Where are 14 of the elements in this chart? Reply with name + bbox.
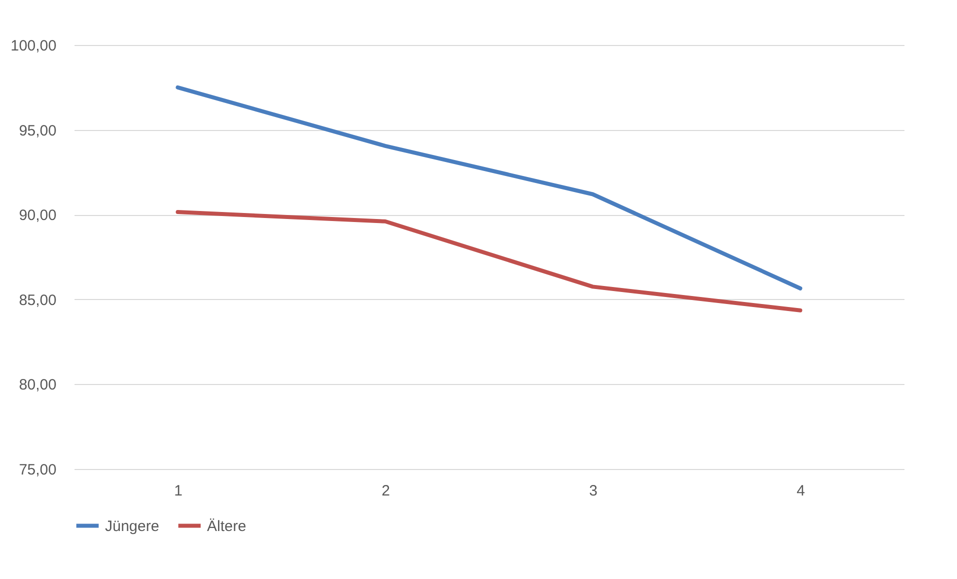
x-tick-label: 3 [589,482,598,500]
x-tick-label: 2 [382,482,390,500]
y-tick-label: 90,00 [18,207,56,224]
y-tick-label: 95,00 [18,122,56,140]
y-tick-label: 75,00 [18,462,56,478]
line-series [176,210,802,312]
y-tick-label: 80,00 [18,376,56,394]
legend-label: Jüngere [105,518,160,535]
x-tick-label: 1 [174,482,182,500]
x-tick-label: 4 [796,482,805,500]
y-tick-label: 85,00 [18,292,56,309]
y-tick-label: 100,00 [10,38,56,54]
legend-label: Ältere [207,518,246,535]
line-series [176,85,802,290]
